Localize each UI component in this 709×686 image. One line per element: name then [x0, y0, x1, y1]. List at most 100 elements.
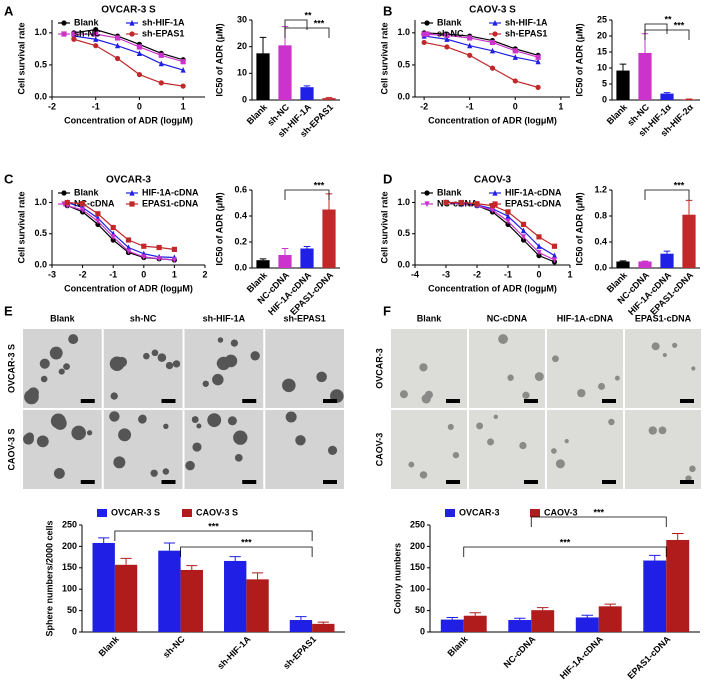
cell-colony — [534, 372, 544, 382]
cell-colony — [689, 465, 696, 473]
cell-colony — [691, 366, 696, 371]
marker — [536, 234, 542, 240]
x-tick-label: -4 — [411, 269, 419, 279]
cell-colony — [138, 415, 147, 424]
bar — [616, 261, 630, 268]
bar — [660, 93, 674, 100]
cell-colony — [192, 442, 202, 452]
legend-label: CAOV-3 — [544, 507, 578, 517]
y-tick-label: 1.0 — [34, 27, 47, 37]
cell-colony — [49, 346, 63, 360]
y-tick-label: 0.4 — [234, 210, 247, 220]
series-line — [73, 35, 184, 71]
cell-colony — [493, 414, 499, 420]
cell-colony — [250, 351, 260, 361]
micrograph — [547, 329, 623, 408]
bar — [682, 99, 696, 100]
y-tick-label: 0.0 — [397, 91, 410, 101]
bar — [300, 87, 314, 100]
marker — [158, 52, 164, 58]
cell-colony — [58, 368, 65, 375]
marker — [125, 237, 132, 243]
error-bar — [303, 246, 311, 249]
legend-label: sh-EPAS1 — [142, 28, 184, 38]
cell-colony — [162, 468, 170, 475]
marker — [536, 243, 542, 249]
cell-colony — [672, 342, 678, 348]
bar — [256, 260, 270, 268]
cell-colony — [113, 456, 126, 469]
marker — [95, 211, 101, 217]
marker — [444, 44, 450, 50]
cell-colony — [648, 426, 657, 435]
y-tick-label: 1.0 — [397, 27, 410, 37]
bar — [312, 623, 335, 632]
cell-colony — [116, 356, 128, 368]
series-line — [67, 201, 175, 259]
y-axis-label: IC50 of ADR (μM) — [214, 23, 224, 96]
significance-label: *** — [593, 507, 604, 517]
bar — [246, 579, 269, 632]
marker — [505, 218, 511, 225]
marker — [180, 59, 186, 65]
cell-colony — [662, 353, 667, 358]
cell-colony — [447, 423, 454, 430]
significance-label: ** — [664, 14, 672, 24]
x-tick-label: -3 — [48, 269, 56, 279]
marker — [156, 256, 162, 262]
bar — [531, 610, 555, 632]
image-row-label: OVCAR-3 — [374, 348, 384, 389]
y-tick-label: 0.2 — [234, 236, 247, 246]
cell-colony — [165, 361, 174, 370]
cell-colony — [608, 418, 615, 426]
cell-colony — [230, 339, 239, 347]
scale-bar — [680, 480, 694, 484]
error-bar — [604, 603, 616, 607]
y-tick-label: 0.5 — [397, 228, 410, 238]
y-tick-label: 100 — [62, 584, 77, 594]
cell-colony — [207, 413, 222, 428]
error-bar — [469, 612, 481, 616]
significance-bracket — [284, 19, 308, 30]
bar — [660, 253, 674, 268]
legend-swatch — [445, 509, 455, 517]
marker — [141, 254, 147, 260]
y-tick-label: 150 — [62, 562, 77, 572]
x-tick-label: Blank — [445, 633, 470, 658]
x-tick-label: -2 — [48, 101, 56, 111]
cell-colony — [86, 430, 93, 436]
cell-colony — [651, 342, 660, 351]
y-tick-label: 0.0 — [594, 262, 607, 272]
panel-label: F — [383, 303, 391, 318]
cell-colony — [217, 337, 224, 343]
legend-marker — [492, 201, 498, 207]
cell-colony — [577, 388, 586, 398]
cell-colony — [487, 438, 495, 446]
marker — [93, 43, 99, 49]
y-axis-label: Colony numbers — [392, 543, 402, 614]
error-bar — [663, 250, 671, 254]
cell-colony — [63, 363, 70, 371]
x-tick-label: 1 — [558, 101, 563, 111]
error-bar — [619, 260, 627, 262]
y-tick-label: 250 — [62, 519, 77, 529]
marker — [467, 52, 473, 58]
error-bar — [229, 556, 241, 561]
x-axis-label: Concentration of ADR (logμM) — [64, 115, 193, 125]
marker — [80, 201, 86, 207]
y-axis-label: IC50 of ADR (μM) — [574, 192, 584, 265]
legend-label: NC-cDNA — [74, 198, 115, 208]
cell-colony — [498, 334, 508, 344]
y-tick-label: 15 — [597, 46, 607, 56]
x-tick-label: -3 — [442, 269, 450, 279]
x-tick-label: sh-NC — [161, 634, 187, 660]
cell-colony — [421, 394, 431, 404]
significance-label: *** — [560, 537, 571, 547]
cell-colony — [551, 448, 557, 454]
x-tick-label: EPAS1-cDNA — [625, 634, 672, 681]
x-tick-label: -1 — [466, 101, 474, 111]
cell-colony — [40, 375, 48, 383]
x-tick-label: HIF-1A-cDNA — [558, 634, 605, 681]
cell-colony — [53, 416, 67, 430]
legend-label: OVCAR-3 — [459, 507, 500, 517]
